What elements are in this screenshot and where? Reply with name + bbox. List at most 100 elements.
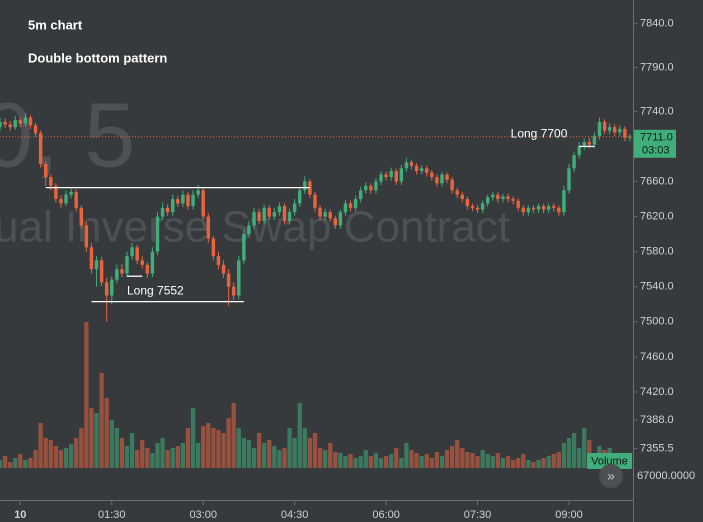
volume-bar bbox=[394, 448, 399, 468]
candle-body bbox=[59, 199, 63, 204]
candle-body bbox=[414, 165, 419, 171]
volume-bar bbox=[292, 438, 297, 468]
volume-bar bbox=[475, 456, 480, 468]
volume-bar bbox=[13, 458, 18, 468]
candle-body bbox=[104, 282, 109, 296]
candle-body bbox=[206, 216, 211, 239]
volume-bar bbox=[510, 460, 516, 468]
candle-body bbox=[409, 162, 414, 166]
candle-body bbox=[419, 168, 424, 171]
x-tick-label: 01:30 bbox=[98, 509, 126, 521]
candle-body bbox=[0, 121, 2, 128]
y-tick-label: 7388.0 bbox=[640, 414, 674, 426]
candle-body bbox=[521, 207, 525, 213]
candle-body bbox=[186, 194, 190, 207]
candle-body bbox=[379, 174, 383, 182]
candle-body bbox=[343, 203, 348, 213]
volume-bar bbox=[28, 458, 33, 468]
candle-body bbox=[501, 196, 505, 200]
candle-body bbox=[425, 168, 429, 173]
candle-body bbox=[567, 168, 571, 191]
candle-body bbox=[262, 207, 266, 221]
volume-bar bbox=[465, 452, 470, 468]
candle-body bbox=[125, 256, 129, 274]
candle-body bbox=[150, 251, 155, 274]
volume-bar bbox=[343, 456, 348, 468]
x-tick-label: 07:30 bbox=[464, 509, 492, 521]
volume-bar bbox=[546, 456, 551, 468]
volume-bar bbox=[409, 450, 414, 468]
candle-body bbox=[348, 203, 353, 208]
last-price-label: 7711.0 bbox=[640, 132, 673, 144]
volume-bar bbox=[480, 450, 485, 468]
candle-body bbox=[155, 216, 160, 252]
y-tick-label: 7580.0 bbox=[640, 246, 674, 258]
candle-body bbox=[135, 247, 139, 261]
volume-bar bbox=[84, 322, 89, 468]
candle-body bbox=[587, 142, 592, 145]
candle-body bbox=[440, 174, 444, 184]
candle-body bbox=[282, 206, 287, 221]
candle-body bbox=[389, 170, 393, 178]
volume-bar bbox=[312, 433, 318, 468]
candle-body bbox=[572, 155, 576, 169]
volume-bar bbox=[348, 454, 353, 468]
volume-bar bbox=[358, 456, 363, 468]
volume-bar bbox=[373, 453, 379, 468]
volume-label: Volume bbox=[591, 455, 628, 467]
candle-body bbox=[592, 135, 597, 145]
candle-body bbox=[165, 207, 170, 213]
volume-bar bbox=[145, 448, 150, 468]
candle-body bbox=[120, 269, 124, 274]
volume-bar bbox=[206, 423, 211, 468]
candle-body bbox=[526, 207, 531, 213]
candle-body bbox=[196, 190, 200, 195]
candle-body bbox=[231, 286, 236, 296]
x-tick-label: 03:00 bbox=[189, 509, 217, 521]
candle-body bbox=[557, 207, 561, 213]
x-tick-label: 10 bbox=[14, 509, 26, 521]
candle-body bbox=[628, 136, 632, 138]
volume-bar bbox=[104, 398, 109, 468]
volume-bar bbox=[516, 458, 521, 468]
volume-bar bbox=[267, 440, 272, 468]
candle-body bbox=[237, 260, 241, 296]
volume-bar bbox=[526, 460, 531, 468]
candle-body bbox=[450, 179, 454, 191]
volume-bar bbox=[231, 403, 236, 468]
candle-body bbox=[298, 190, 302, 204]
volume-bar bbox=[140, 440, 145, 468]
candle-body bbox=[13, 120, 17, 128]
volume-bar bbox=[109, 420, 114, 468]
candle-body bbox=[3, 121, 7, 125]
candle-body bbox=[430, 172, 434, 178]
candle-body bbox=[485, 197, 490, 204]
candle-body bbox=[506, 196, 510, 200]
volume-bar bbox=[74, 438, 79, 468]
candle-body bbox=[43, 163, 48, 178]
volume-bar bbox=[185, 428, 191, 468]
x-tick-label: 09:00 bbox=[555, 509, 583, 521]
volume-bar bbox=[450, 446, 455, 468]
volume-bar bbox=[129, 433, 135, 468]
scroll-icon[interactable]: » bbox=[607, 468, 615, 484]
scroll-button[interactable] bbox=[599, 464, 623, 488]
volume-bar bbox=[531, 462, 536, 468]
volume-bar bbox=[114, 428, 119, 468]
candle-body bbox=[267, 207, 271, 217]
volume-bar bbox=[541, 458, 546, 468]
annotation-layer: Long 7552 Long 7700 bbox=[45, 127, 595, 303]
y-tick-label: 7355.5 bbox=[640, 442, 674, 454]
volume-bar bbox=[160, 438, 165, 468]
volume-bar bbox=[419, 456, 424, 468]
y-tick-label: 7790.0 bbox=[640, 61, 674, 73]
candle-body bbox=[69, 192, 73, 195]
candle-body bbox=[597, 121, 602, 136]
volume-bar bbox=[23, 460, 28, 468]
volume-bar bbox=[221, 433, 226, 468]
y-tick-label: 7620.0 bbox=[640, 210, 674, 222]
volume-bar bbox=[0, 460, 3, 468]
volume-bar bbox=[521, 454, 526, 468]
candle-body bbox=[582, 142, 586, 147]
volume-bar bbox=[333, 452, 338, 468]
